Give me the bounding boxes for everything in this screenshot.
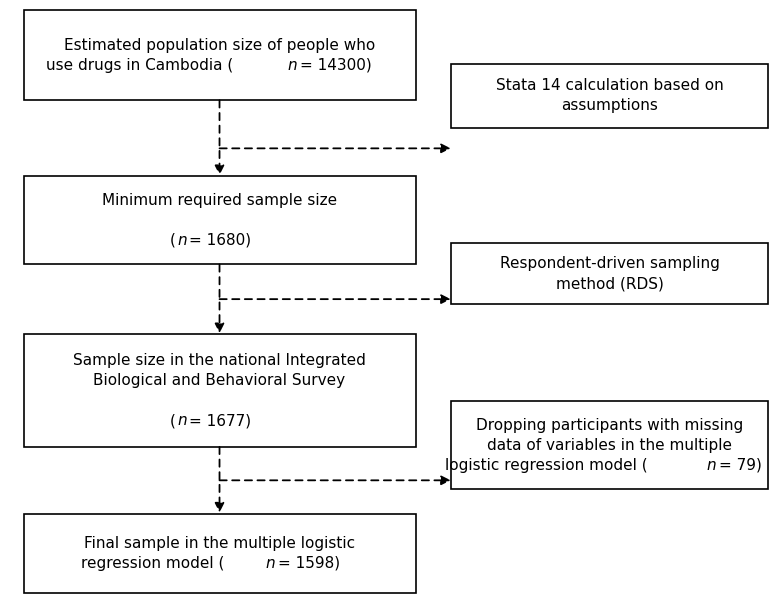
Text: Sample size in the national Integrated: Sample size in the national Integrated: [73, 353, 366, 368]
Bar: [24, 176, 416, 264]
Text: (: (: [169, 413, 176, 428]
Text: logistic regression model (: logistic regression model (: [445, 458, 648, 473]
Text: n: n: [706, 458, 716, 473]
Text: Stata 14 calculation based on: Stata 14 calculation based on: [495, 78, 724, 93]
Text: method (RDS): method (RDS): [556, 276, 663, 291]
Text: n: n: [177, 413, 187, 428]
Text: Estimated population size of people who: Estimated population size of people who: [64, 38, 376, 53]
Text: = 14300): = 14300): [300, 58, 372, 73]
Bar: [24, 514, 416, 593]
Text: Final sample in the multiple logistic: Final sample in the multiple logistic: [84, 536, 355, 551]
Text: assumptions: assumptions: [561, 98, 658, 113]
Text: n: n: [288, 58, 297, 73]
Bar: [451, 401, 768, 489]
Text: = 1598): = 1598): [278, 556, 340, 571]
Text: n: n: [266, 556, 275, 571]
Text: = 79): = 79): [719, 458, 762, 473]
Text: = 1677): = 1677): [190, 413, 252, 428]
Text: regression model (: regression model (: [81, 556, 224, 571]
Text: n: n: [177, 233, 187, 248]
Bar: [451, 243, 768, 304]
Text: = 1680): = 1680): [190, 233, 252, 248]
Text: Minimum required sample size: Minimum required sample size: [102, 193, 337, 208]
Text: data of variables in the multiple: data of variables in the multiple: [487, 438, 732, 453]
Bar: [24, 10, 416, 100]
Text: Dropping participants with missing: Dropping participants with missing: [476, 418, 743, 433]
Bar: [451, 64, 768, 128]
Bar: [24, 334, 416, 447]
Text: Biological and Behavioral Survey: Biological and Behavioral Survey: [93, 373, 346, 388]
Text: Respondent-driven sampling: Respondent-driven sampling: [499, 256, 720, 271]
Text: use drugs in Cambodia (: use drugs in Cambodia (: [46, 58, 234, 73]
Text: (: (: [169, 233, 176, 248]
